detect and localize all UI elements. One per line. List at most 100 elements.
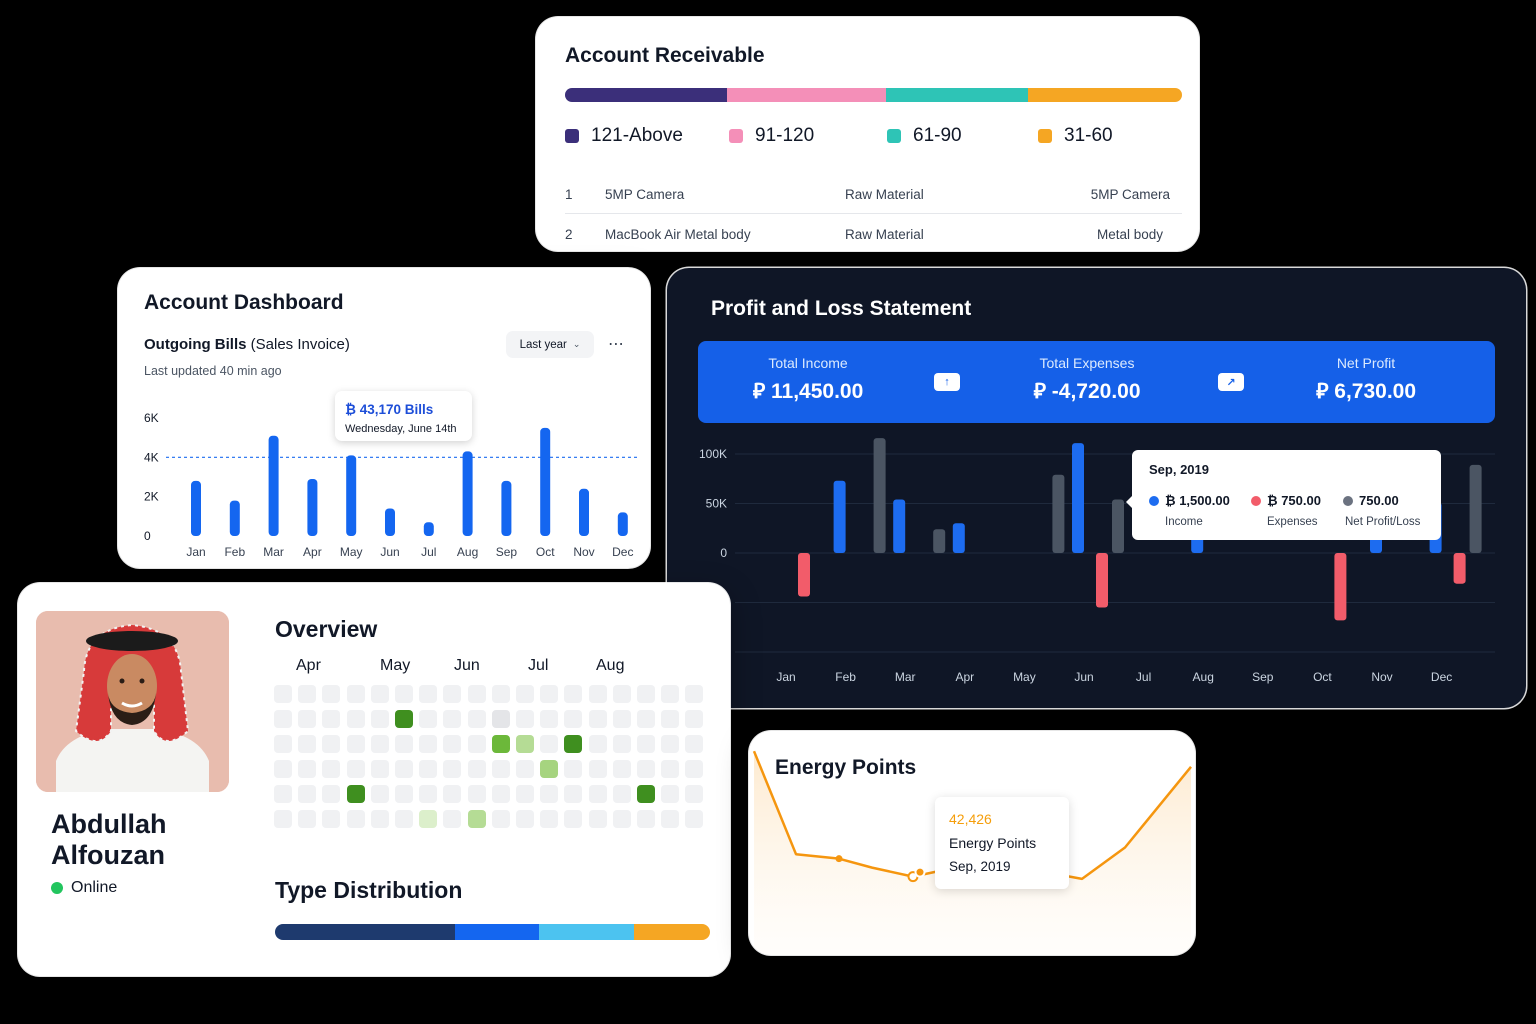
heatmap-cell[interactable] [661, 710, 680, 728]
heatmap-cell[interactable] [588, 710, 607, 728]
heatmap-cell[interactable] [540, 710, 559, 728]
heatmap-cell[interactable] [346, 760, 365, 778]
heatmap-cell[interactable] [443, 785, 462, 803]
heatmap-cell[interactable] [612, 685, 631, 703]
heatmap-cell[interactable] [370, 810, 389, 828]
heatmap-cell[interactable] [467, 685, 486, 703]
heatmap-cell[interactable] [516, 785, 534, 803]
heatmap-cell[interactable] [685, 685, 704, 703]
heatmap-cell[interactable] [443, 735, 462, 753]
heatmap-cell[interactable] [661, 685, 680, 703]
heatmap-cell[interactable] [685, 735, 704, 753]
heatmap-cell[interactable] [274, 810, 292, 828]
heatmap-cell[interactable] [298, 810, 317, 828]
heatmap-cell[interactable] [612, 735, 631, 753]
heatmap-cell[interactable] [540, 785, 559, 803]
heatmap-cell[interactable] [540, 735, 559, 753]
heatmap-cell[interactable] [419, 760, 438, 778]
heatmap-cell[interactable] [370, 735, 389, 753]
heatmap-cell[interactable] [322, 685, 341, 703]
heatmap-cell[interactable] [564, 710, 583, 728]
heatmap-cell[interactable] [395, 710, 413, 728]
heatmap-cell[interactable] [346, 735, 365, 753]
heatmap-cell[interactable] [467, 710, 486, 728]
range-dropdown[interactable]: Last year ⌄ [506, 331, 594, 358]
heatmap-cell[interactable] [298, 785, 317, 803]
heatmap-cell[interactable] [370, 760, 389, 778]
heatmap-cell[interactable] [419, 810, 438, 828]
heatmap-cell[interactable] [346, 785, 365, 803]
heatmap-cell[interactable] [612, 785, 631, 803]
heatmap-cell[interactable] [564, 810, 583, 828]
heatmap-cell[interactable] [540, 760, 559, 778]
heatmap-cell[interactable] [491, 710, 510, 728]
heatmap-cell[interactable] [491, 810, 510, 828]
heatmap-cell[interactable] [443, 685, 462, 703]
heatmap-cell[interactable] [370, 785, 389, 803]
heatmap-cell[interactable] [564, 785, 583, 803]
heatmap-cell[interactable] [443, 810, 462, 828]
heatmap-cell[interactable] [395, 735, 413, 753]
heatmap-cell[interactable] [274, 785, 292, 803]
heatmap-cell[interactable] [516, 685, 534, 703]
heatmap-cell[interactable] [370, 685, 389, 703]
table-row[interactable]: 1 5MP Camera Raw Material 5MP Camera [565, 174, 1182, 214]
heatmap-cell[interactable] [298, 710, 317, 728]
heatmap-cell[interactable] [516, 710, 534, 728]
heatmap-cell[interactable] [491, 685, 510, 703]
heatmap-cell[interactable] [540, 810, 559, 828]
heatmap-cell[interactable] [588, 685, 607, 703]
heatmap-cell[interactable] [322, 760, 341, 778]
heatmap-cell[interactable] [612, 760, 631, 778]
heatmap-cell[interactable] [322, 735, 341, 753]
heatmap-cell[interactable] [346, 710, 365, 728]
heatmap-cell[interactable] [588, 760, 607, 778]
heatmap-cell[interactable] [274, 735, 292, 753]
heatmap-cell[interactable] [637, 710, 655, 728]
heatmap-cell[interactable] [298, 685, 317, 703]
heatmap-cell[interactable] [395, 810, 413, 828]
heatmap-cell[interactable] [564, 760, 583, 778]
heatmap-cell[interactable] [419, 735, 438, 753]
heatmap-cell[interactable] [298, 760, 317, 778]
heatmap-cell[interactable] [322, 710, 341, 728]
heatmap-cell[interactable] [274, 685, 292, 703]
heatmap-cell[interactable] [588, 810, 607, 828]
heatmap-cell[interactable] [588, 785, 607, 803]
table-row[interactable]: 2 MacBook Air Metal body Raw Material Me… [565, 214, 1182, 254]
heatmap-cell[interactable] [443, 760, 462, 778]
heatmap-cell[interactable] [395, 760, 413, 778]
heatmap-cell[interactable] [370, 710, 389, 728]
heatmap-cell[interactable] [346, 685, 365, 703]
heatmap-cell[interactable] [564, 735, 583, 753]
heatmap-cell[interactable] [346, 810, 365, 828]
heatmap-cell[interactable] [491, 735, 510, 753]
heatmap-cell[interactable] [419, 785, 438, 803]
heatmap-cell[interactable] [637, 685, 655, 703]
heatmap-cell[interactable] [467, 735, 486, 753]
heatmap-cell[interactable] [612, 810, 631, 828]
heatmap-cell[interactable] [661, 810, 680, 828]
heatmap-cell[interactable] [322, 785, 341, 803]
heatmap-cell[interactable] [274, 760, 292, 778]
heatmap-cell[interactable] [564, 685, 583, 703]
heatmap-cell[interactable] [419, 685, 438, 703]
heatmap-cell[interactable] [443, 710, 462, 728]
heatmap-cell[interactable] [661, 785, 680, 803]
heatmap-cell[interactable] [685, 760, 704, 778]
heatmap-cell[interactable] [467, 810, 486, 828]
heatmap-cell[interactable] [637, 810, 655, 828]
heatmap-cell[interactable] [637, 735, 655, 753]
heatmap-cell[interactable] [612, 710, 631, 728]
heatmap-cell[interactable] [491, 785, 510, 803]
heatmap-cell[interactable] [274, 710, 292, 728]
heatmap-cell[interactable] [540, 685, 559, 703]
heatmap-cell[interactable] [516, 810, 534, 828]
heatmap-cell[interactable] [516, 735, 534, 753]
heatmap-cell[interactable] [661, 760, 680, 778]
heatmap-cell[interactable] [298, 735, 317, 753]
heatmap-cell[interactable] [685, 785, 704, 803]
heatmap-cell[interactable] [588, 735, 607, 753]
heatmap-cell[interactable] [516, 760, 534, 778]
heatmap-cell[interactable] [467, 760, 486, 778]
